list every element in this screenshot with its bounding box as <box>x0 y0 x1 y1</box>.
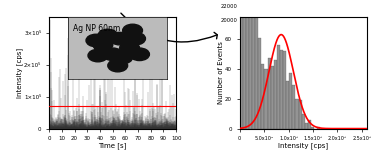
Bar <box>296 99 299 129</box>
Bar <box>286 81 289 129</box>
Bar <box>271 66 274 129</box>
Bar <box>243 0 246 129</box>
Bar <box>255 0 258 129</box>
Text: 20000: 20000 <box>220 18 237 23</box>
Bar <box>317 127 320 129</box>
Bar <box>252 0 255 129</box>
Bar <box>305 123 308 129</box>
Bar <box>299 100 302 129</box>
Bar <box>289 73 292 129</box>
Bar <box>283 51 286 129</box>
X-axis label: Intensity [cps]: Intensity [cps] <box>278 143 328 149</box>
Bar <box>274 60 277 129</box>
X-axis label: Time [s]: Time [s] <box>98 143 127 149</box>
Bar <box>280 50 283 129</box>
Bar <box>308 120 311 129</box>
Bar <box>277 45 280 129</box>
Bar <box>292 85 296 129</box>
Y-axis label: Intensity [cps]: Intensity [cps] <box>16 48 23 98</box>
Bar <box>261 64 265 129</box>
Y-axis label: Number of Events: Number of Events <box>218 41 224 104</box>
Bar <box>302 114 305 129</box>
Bar <box>311 127 314 129</box>
Text: 22000: 22000 <box>220 4 237 9</box>
Bar <box>265 69 268 129</box>
Bar <box>268 58 271 129</box>
Bar <box>249 0 252 129</box>
Bar <box>258 38 261 129</box>
Bar <box>246 0 249 129</box>
Bar <box>240 0 243 129</box>
